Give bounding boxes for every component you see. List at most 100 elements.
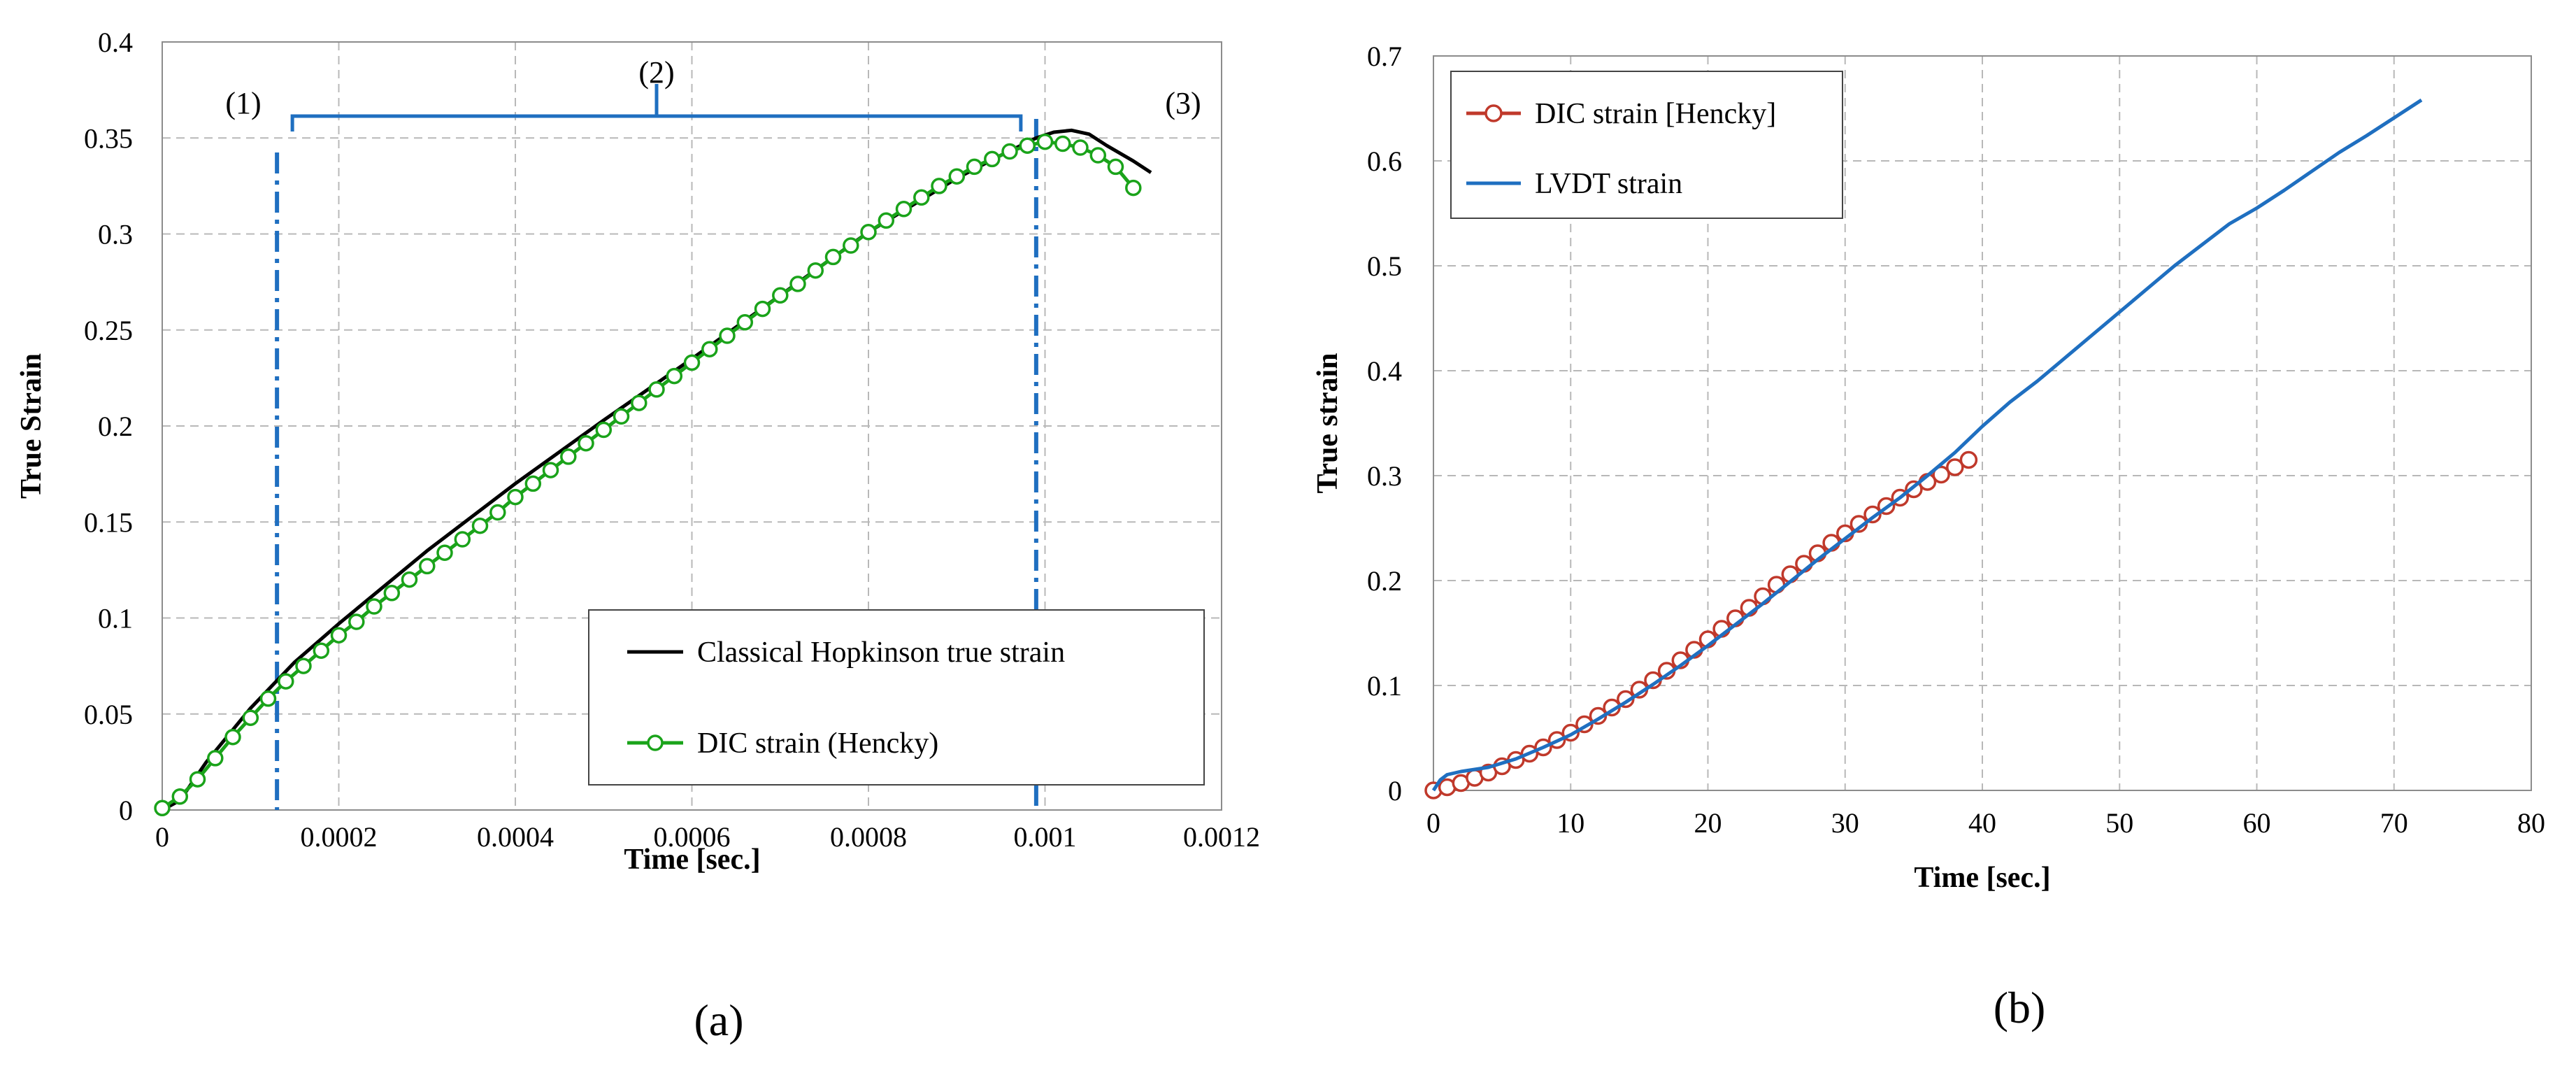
- data-point: [330, 627, 348, 644]
- data-point: [736, 314, 754, 331]
- region-label-3: (3): [1165, 86, 1201, 120]
- data-point: [772, 287, 789, 304]
- data-point: [824, 248, 842, 266]
- chart-a-region-annotations: (1) (2) (3): [225, 55, 1201, 810]
- x-tick-label: 40: [1968, 807, 1996, 839]
- y-tick-label: 0.3: [1367, 460, 1402, 492]
- data-point: [1959, 450, 1978, 469]
- chart-a-plot-frame: [162, 41, 1222, 811]
- legend-label: LVDT strain: [1535, 168, 1682, 200]
- data-point: [578, 434, 594, 452]
- data-point: [1072, 139, 1089, 156]
- chart-a-series: [154, 128, 1152, 817]
- data-point: [401, 571, 418, 588]
- data-point: [984, 150, 1001, 168]
- chart-b-y-axis-label: True strain: [1312, 353, 1344, 493]
- x-tick-label: 0.001: [1014, 821, 1077, 853]
- data-point: [560, 448, 577, 465]
- x-tick-label: 0: [155, 821, 169, 853]
- data-point: [207, 750, 224, 767]
- data-point: [807, 262, 824, 279]
- data-point: [224, 728, 241, 746]
- data-point: [719, 327, 736, 344]
- data-point: [1089, 147, 1107, 164]
- data-point: [1863, 505, 1882, 524]
- chart-b-y-ticks: 0 0.1 0.2 0.3 0.4 0.5 0.6 0.7: [1367, 41, 1402, 806]
- region-label-1: (1): [225, 86, 261, 120]
- legend-marker: [647, 734, 664, 751]
- chart-b-grid: [1433, 56, 2531, 790]
- y-tick-label: 0.25: [84, 315, 133, 346]
- legend-box: [588, 609, 1205, 786]
- legend-marker: [1484, 104, 1503, 122]
- data-point: [524, 475, 542, 492]
- x-tick-label: 70: [2380, 807, 2408, 839]
- data-point: [913, 189, 930, 206]
- data-point: [489, 504, 506, 521]
- chart-b-series: [1424, 98, 2423, 800]
- y-tick-label: 0: [119, 795, 133, 826]
- data-point: [648, 381, 665, 398]
- data-point: [189, 771, 206, 788]
- data-point: [507, 488, 524, 506]
- data-point: [313, 642, 330, 659]
- region-2-bracket: [290, 84, 1023, 132]
- data-point: [878, 212, 895, 229]
- chart-b-x-axis-label: Time [sec.]: [1914, 862, 2050, 894]
- data-point: [895, 201, 913, 218]
- x-tick-label: 30: [1831, 807, 1859, 839]
- data-point: [948, 168, 966, 185]
- data-point: [966, 158, 983, 176]
- y-tick-label: 0.7: [1367, 41, 1402, 72]
- y-tick-label: 0.15: [84, 506, 133, 538]
- data-point: [1001, 143, 1018, 160]
- series-line-b-1: [1431, 98, 2423, 792]
- data-point: [171, 788, 189, 805]
- y-tick-label: 0.05: [84, 699, 133, 730]
- x-tick-label: 80: [2517, 807, 2545, 839]
- y-tick-label: 0.2: [1367, 565, 1402, 597]
- x-tick-label: 0.0004: [477, 821, 554, 853]
- data-point: [1946, 458, 1964, 476]
- data-point: [1107, 158, 1124, 176]
- y-tick-label: 0.4: [1367, 355, 1402, 387]
- y-tick-label: 0.2: [98, 411, 133, 442]
- data-point: [1036, 133, 1054, 150]
- y-tick-label: 0: [1388, 775, 1402, 806]
- chart-b-legend: DIC strain [Hencky] LVDT strain: [1450, 71, 1843, 219]
- y-tick-label: 0.35: [84, 122, 133, 154]
- legend-label: DIC strain [Hencky]: [1535, 98, 1776, 130]
- data-point: [595, 421, 613, 439]
- x-tick-label: 0.0006: [654, 821, 731, 853]
- region-label-2: (2): [638, 55, 674, 90]
- chart-b-panel-label: (b): [1994, 983, 2046, 1032]
- legend-label: DIC strain (Hencky): [697, 727, 938, 760]
- data-point: [1019, 137, 1036, 154]
- data-point: [419, 557, 436, 575]
- data-point: [154, 800, 171, 817]
- chart-b-x-ticks: 0 10 20 30 40 50 60 70 80: [1426, 807, 2545, 839]
- x-tick-label: 0.0012: [1183, 821, 1260, 853]
- chart-b-plot-frame: [1433, 55, 2532, 791]
- data-point: [843, 237, 859, 254]
- chart-a-x-axis-label: Time [sec.]: [624, 844, 760, 876]
- y-tick-label: 0.3: [98, 219, 133, 250]
- x-tick-label: 20: [1694, 807, 1722, 839]
- chart-a-x-ticks: 0 0.0002 0.0004 0.0006 0.0008 0.001 0.0012: [155, 821, 1260, 853]
- data-point: [436, 544, 453, 561]
- x-tick-label: 0: [1426, 807, 1440, 839]
- legend-box: [1450, 71, 1843, 219]
- data-point: [1932, 465, 1950, 484]
- x-tick-label: 10: [1557, 807, 1584, 839]
- data-point: [259, 690, 277, 707]
- data-point: [1054, 135, 1071, 152]
- data-point: [471, 517, 489, 534]
- data-point: [666, 367, 683, 385]
- data-point: [454, 531, 471, 548]
- y-tick-label: 0.4: [98, 27, 133, 58]
- data-point: [542, 462, 559, 478]
- data-point: [383, 585, 401, 602]
- data-point: [613, 408, 630, 425]
- chart-b: 0 10 20 30 40 50 60 70 80 0 0.1 0.2 0.3 0.4 0.5 0.6 0.7…: [1312, 41, 2545, 1032]
